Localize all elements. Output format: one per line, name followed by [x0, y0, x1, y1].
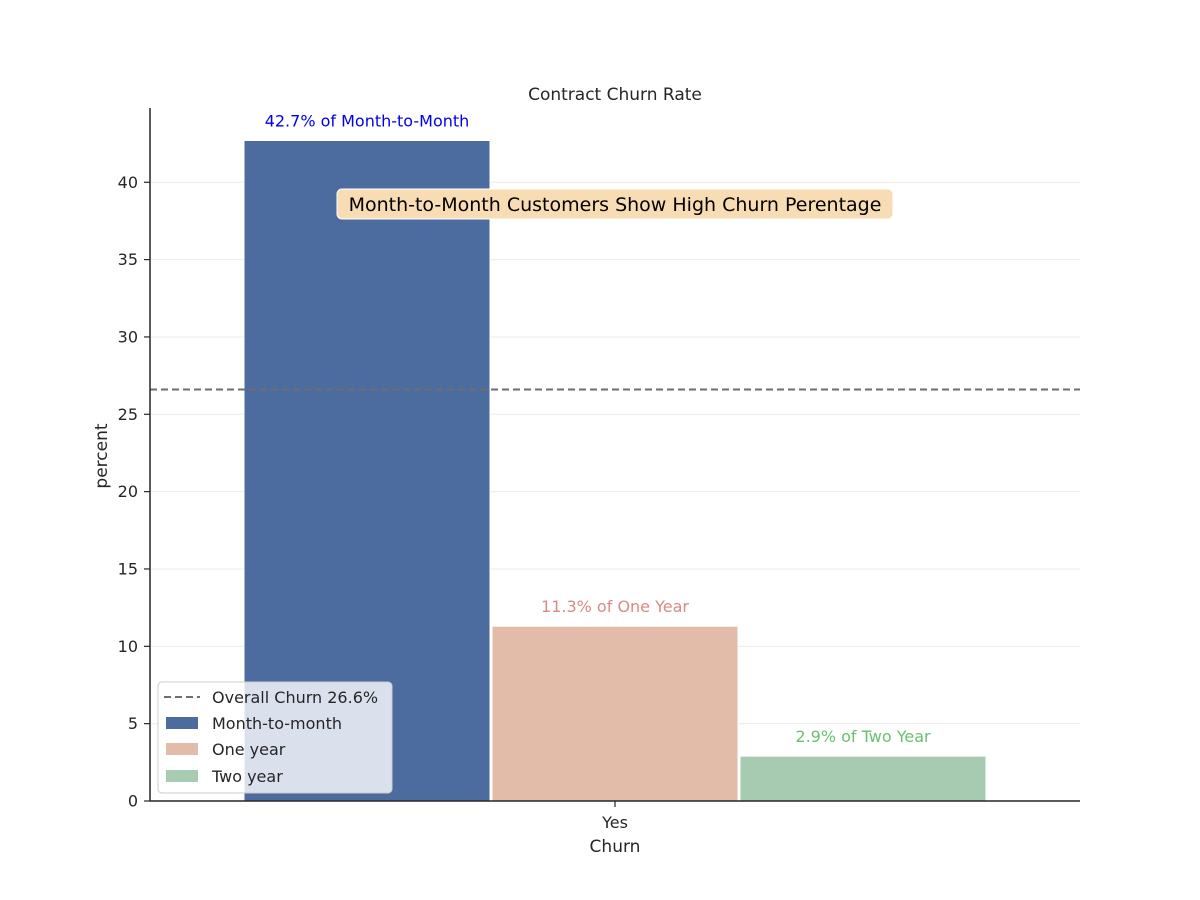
y-tick-label: 40 [118, 173, 138, 192]
y-tick-label: 35 [118, 250, 138, 269]
legend-label: Two year [211, 767, 283, 786]
annotation-text: Month-to-Month Customers Show High Churn… [349, 194, 882, 216]
legend-swatch [166, 717, 198, 729]
legend-box [157, 681, 393, 794]
bar-value-label: 2.9% of Two Year [795, 727, 931, 746]
bar-value-label: 42.7% of Month-to-Month [265, 111, 470, 130]
bar-labels: 42.7% of Month-to-Month 11.3% of One Year… [265, 111, 931, 746]
y-axis-label: percent [92, 423, 112, 488]
x-tick-label: Yes [601, 813, 628, 832]
chart-title: Contract Churn Rate [528, 85, 702, 105]
legend-label: Overall Churn 26.6% [212, 688, 378, 707]
x-axis-ticks: Yes [601, 801, 628, 832]
legend-swatch [166, 743, 198, 755]
bar-two-year [739, 755, 987, 802]
y-tick-label: 20 [118, 482, 138, 501]
y-tick-label: 15 [118, 559, 138, 578]
y-axis-ticks: 0 5 10 15 20 25 30 35 40 [118, 173, 150, 811]
legend-swatch [166, 770, 198, 782]
annotation-box [336, 188, 894, 220]
x-axis-label: Churn [590, 837, 641, 857]
bar-value-label: 11.3% of One Year [541, 597, 689, 616]
y-tick-label: 5 [128, 714, 138, 733]
legend-label: One year [212, 740, 286, 759]
legend-label: Month-to-month [212, 714, 342, 733]
y-tick-label: 25 [118, 405, 138, 424]
y-tick-label: 10 [118, 637, 138, 656]
legend: Overall Churn 26.6% Month-to-month One yea… [157, 681, 393, 794]
annotation: Month-to-Month Customers Show High Churn… [336, 188, 894, 220]
y-tick-label: 0 [128, 792, 138, 811]
bar-one-year [491, 625, 739, 802]
y-tick-label: 30 [118, 327, 138, 346]
